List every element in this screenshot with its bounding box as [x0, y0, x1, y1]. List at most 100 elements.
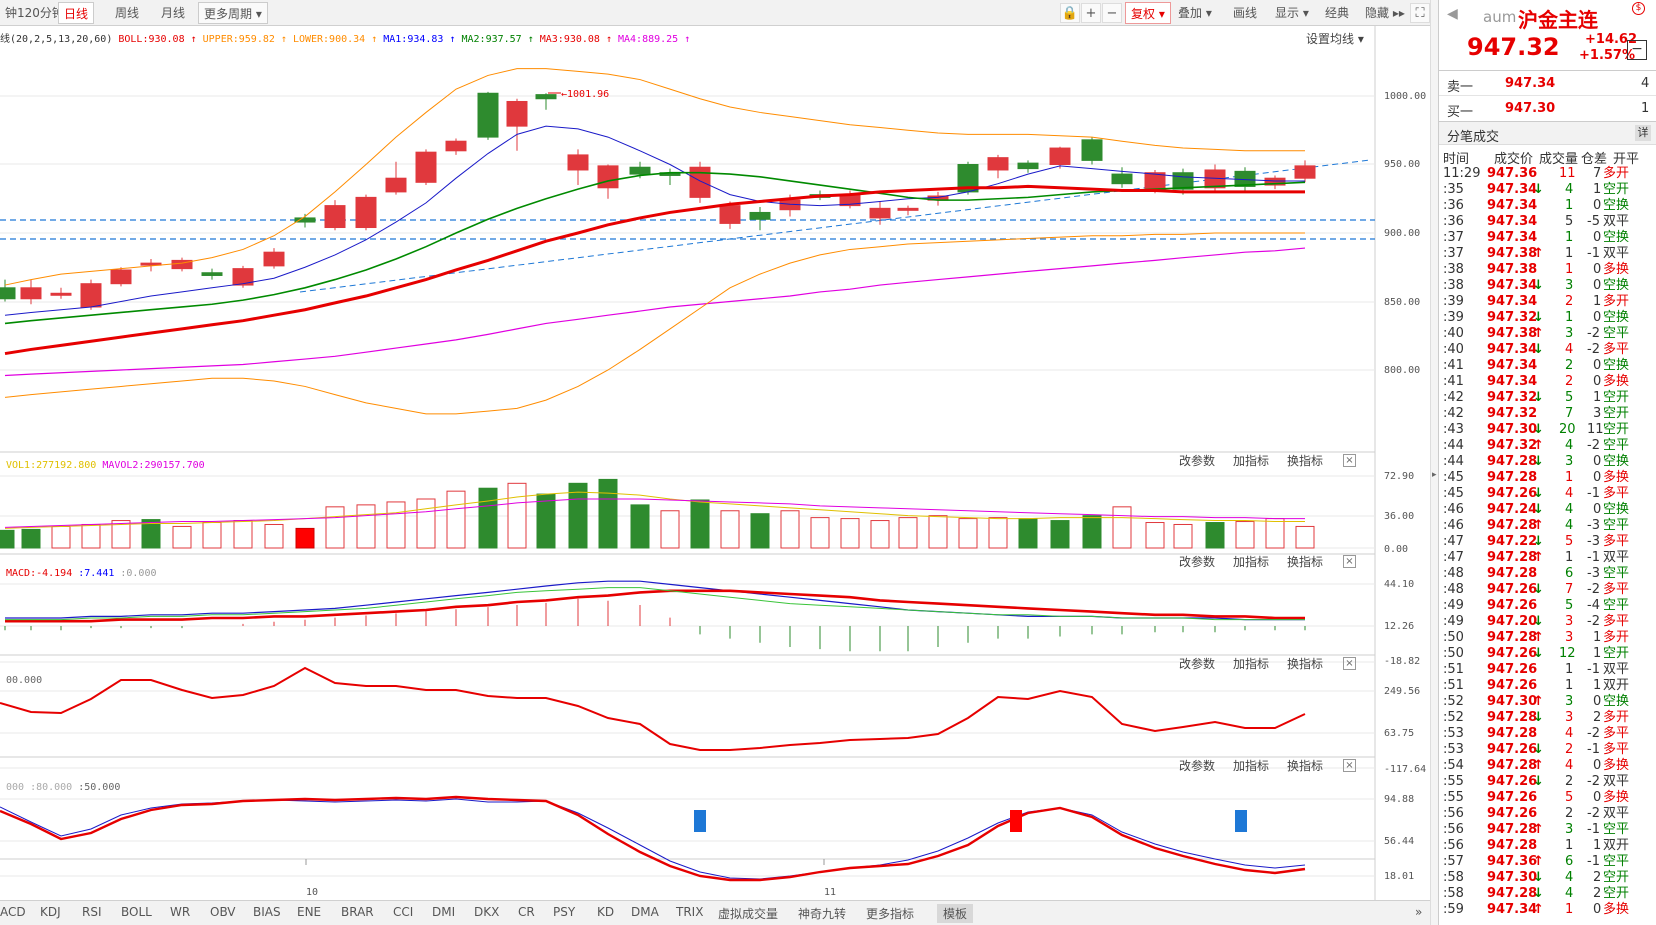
trade-oi-change: 0	[1593, 790, 1602, 805]
add-indicator-button[interactable]: 加指标	[1233, 555, 1270, 569]
indicator-tab-14[interactable]: KD	[597, 905, 615, 919]
switch-indicator-button[interactable]: 换指标	[1287, 759, 1324, 773]
minus-icon[interactable]: −	[1102, 3, 1122, 23]
trade-direction-icon: ↓	[1533, 710, 1544, 725]
more-period-dropdown[interactable]: 更多周期 ▾	[198, 2, 268, 24]
lock-icon[interactable]: 🔒	[1060, 3, 1080, 23]
trade-direction-icon: ↓	[1533, 182, 1544, 197]
indicator-tab-18[interactable]: 神奇九转	[798, 907, 847, 921]
trade-time: :37	[1443, 230, 1464, 245]
axis-tick-label: 800.00	[1384, 365, 1421, 376]
ma-settings-button[interactable]: 设置均线 ▾	[1306, 32, 1364, 46]
indicator-tab-11[interactable]: DKX	[474, 905, 500, 919]
indicator-tab-20[interactable]: 模板	[937, 904, 974, 923]
switch-indicator-button[interactable]: 换指标	[1287, 555, 1324, 569]
classic-button[interactable]: 经典	[1325, 6, 1350, 20]
period-tab-120min[interactable]: 120分钟	[17, 6, 64, 20]
display-dropdown[interactable]: 显示 ▾	[1275, 6, 1309, 20]
info-icon[interactable]: $	[1632, 2, 1645, 15]
trade-row: :50 947.26 ↓ 12 1 空开	[1443, 646, 1655, 662]
trade-oi-change: -1	[1587, 742, 1600, 757]
trades-table[interactable]: 11:29 947.36 11 7 多开:35 947.34 ↓ 4 1 空开:36 947.34 1…	[1443, 166, 1655, 918]
trade-row: :57 947.36 ↑ 6 -1 空平	[1443, 854, 1655, 870]
scroll-right-icon[interactable]: »	[1415, 905, 1423, 919]
period-tab-daily[interactable]: 日线	[58, 2, 95, 24]
trade-oi-change: 1	[1593, 678, 1602, 693]
switch-indicator-button[interactable]: 换指标	[1287, 454, 1324, 468]
close-panel-icon[interactable]: ×	[1343, 555, 1356, 568]
axis-tick-label: -117.64	[1384, 764, 1427, 775]
close-panel-icon[interactable]: ×	[1343, 657, 1356, 670]
close-panel-icon[interactable]: ×	[1343, 454, 1356, 467]
add-indicator-button[interactable]: 加指标	[1233, 657, 1270, 671]
axis-tick-label: 63.75	[1384, 728, 1415, 739]
trade-direction-icon: ↓	[1533, 422, 1544, 437]
add-indicator-button[interactable]: 加指标	[1233, 454, 1270, 468]
indicator-tab-0[interactable]: ACD	[0, 905, 26, 919]
indicator-tab-10[interactable]: DMI	[432, 905, 456, 919]
candle-body	[1144, 172, 1166, 192]
period-tab-monthly[interactable]: 月线	[161, 6, 186, 20]
trade-volume: 1	[1565, 198, 1574, 213]
indicator-tab-16[interactable]: TRIX	[676, 905, 704, 919]
change-params-button[interactable]: 改参数	[1179, 759, 1216, 773]
indicator-tab-15[interactable]: DMA	[631, 905, 659, 919]
indicator-tab-5[interactable]: OBV	[210, 905, 236, 919]
change-params-button[interactable]: 改参数	[1179, 555, 1216, 569]
indicator-tab-4[interactable]: WR	[170, 905, 191, 919]
period-tab-weekly[interactable]: 周线	[115, 6, 140, 20]
cci-line	[0, 666, 1306, 751]
trade-open-close: 空换	[1603, 358, 1630, 373]
trade-row: :52 947.30 ↑ 3 0 空换	[1443, 694, 1655, 710]
indicator-tab-6[interactable]: BIAS	[253, 905, 281, 919]
indicator-tab-7[interactable]: ENE	[297, 905, 322, 919]
trade-open-close: 空换	[1603, 502, 1630, 517]
indicator-tab-3[interactable]: BOLL	[121, 905, 152, 919]
indicator-tab-19[interactable]: 更多指标	[866, 907, 915, 921]
kline-chart[interactable]: ←1001.96	[0, 0, 1430, 900]
trade-time: :52	[1443, 710, 1464, 725]
top-toolbar: 钟 120分钟 日线 周线 月线 更多周期 ▾ 🔒 + − 复权 ▾ 叠加 ▾ …	[0, 0, 1438, 26]
overlay-dropdown[interactable]: 叠加 ▾	[1178, 6, 1212, 20]
trade-oi-change: 0	[1593, 470, 1602, 485]
contract-name: 沪金主连	[1518, 8, 1598, 32]
trade-open-close: 双平	[1603, 774, 1630, 789]
minimize-icon[interactable]: −	[1627, 40, 1647, 60]
prev-contract-icon[interactable]: ◀	[1447, 6, 1458, 22]
indicator-tab-2[interactable]: RSI	[82, 905, 102, 919]
switch-indicator-button[interactable]: 换指标	[1287, 657, 1324, 671]
indicator-tab-12[interactable]: CR	[518, 905, 535, 919]
trade-oi-change: 1	[1593, 630, 1602, 645]
change-params-button[interactable]: 改参数	[1179, 657, 1216, 671]
trade-direction-icon: ↑	[1533, 326, 1544, 341]
fullscreen-icon[interactable]: ⛶	[1410, 3, 1430, 23]
indicator-tab-13[interactable]: PSY	[553, 905, 576, 919]
indicator-tab-9[interactable]: CCI	[393, 905, 414, 919]
draw-line-button[interactable]: 画线	[1233, 6, 1258, 20]
trade-row: :47 947.22 ↓ 5 -3 多平	[1443, 534, 1655, 550]
restore-rights-dropdown[interactable]: 复权 ▾	[1125, 2, 1171, 24]
candle-body	[1081, 139, 1103, 161]
indicator-tab-1[interactable]: KDJ	[40, 905, 61, 919]
hide-button[interactable]: 隐藏 ▸▸	[1365, 6, 1405, 20]
trade-price: 947.28	[1487, 630, 1538, 645]
trade-oi-change: -5	[1587, 214, 1600, 229]
plus-icon[interactable]: +	[1081, 3, 1101, 23]
trade-open-close: 空换	[1603, 310, 1630, 325]
trade-time: :41	[1443, 358, 1464, 373]
panel-splitter[interactable]: ▸	[1430, 0, 1438, 925]
period-tab-minute[interactable]: 钟	[5, 6, 18, 20]
detail-button[interactable]: 详	[1635, 125, 1651, 141]
add-indicator-button[interactable]: 加指标	[1233, 759, 1270, 773]
collapse-arrow-icon[interactable]: ▸	[1432, 470, 1437, 480]
indicator-tab-17[interactable]: 虚拟成交量	[718, 907, 779, 921]
caret-down-icon: ▾	[255, 7, 262, 21]
indicator-tab-8[interactable]: BRAR	[341, 905, 374, 919]
volume-bar	[295, 527, 315, 549]
close-panel-icon[interactable]: ×	[1343, 759, 1356, 772]
volume-bar	[840, 518, 860, 549]
trade-time: :46	[1443, 518, 1464, 533]
change-params-button[interactable]: 改参数	[1179, 454, 1216, 468]
trade-row: :42 947.32 7 3 空开	[1443, 406, 1655, 422]
candle-body	[1049, 147, 1071, 165]
